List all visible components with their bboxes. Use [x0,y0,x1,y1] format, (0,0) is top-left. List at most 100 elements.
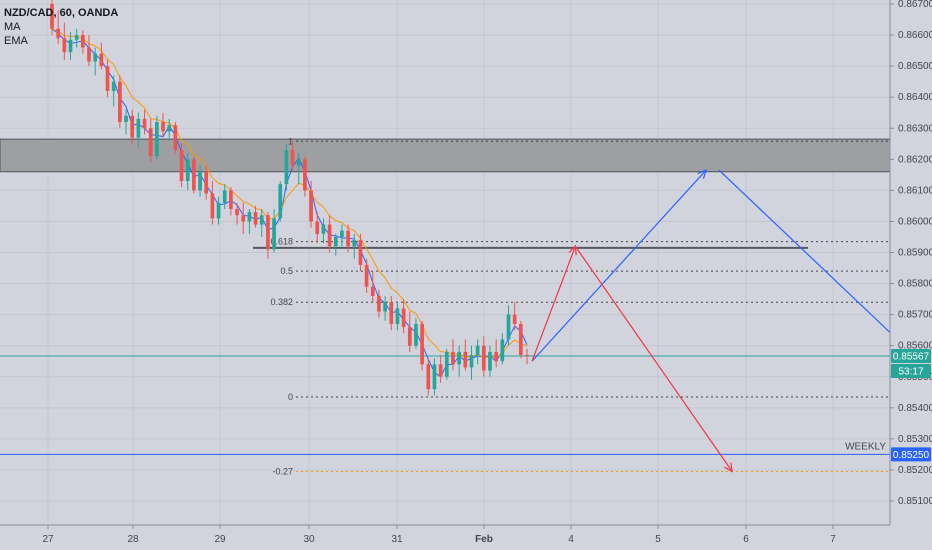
time-tick-label: 27 [42,534,54,545]
candle-body [438,364,443,377]
candle-body [68,39,73,53]
candle-body [192,159,196,191]
candle [50,0,54,36]
fibonacci-retracement[interactable]: 1 0.618 0.5 0.382 0 -0.27 [270,136,890,476]
candle-body [173,125,178,150]
candle [370,271,375,303]
candle-body [488,351,492,371]
candle-body [475,345,480,356]
candle [80,30,85,54]
candle [74,28,79,48]
candle-body [111,81,116,91]
candle-body [370,286,375,296]
candle-body [432,364,437,390]
candle-body [346,230,350,247]
candle-body [266,215,270,250]
candle [87,35,91,67]
price-label-bg [891,363,931,378]
candle-body [87,47,91,62]
candle [358,233,363,272]
indicator-ema[interactable]: EMA [4,35,28,47]
candle-body [377,295,381,312]
candle-body [358,240,363,265]
time-tick-label: 6 [743,534,749,545]
candle-body [278,184,283,219]
time-tick-label: 4 [568,534,574,545]
candle-body [296,159,301,166]
candle [93,47,98,76]
candle [204,165,209,200]
candle-body [161,122,165,132]
arrow-head [697,169,707,179]
candle [463,339,468,371]
candle-body [395,308,400,324]
candle-body [407,327,412,346]
candle [185,153,190,191]
price-label-bg [891,348,931,363]
forecast-paths[interactable] [531,169,895,473]
price-label-text: 0.85567 [893,351,930,362]
candle [303,156,307,197]
indicator-ma[interactable]: MA [4,21,21,33]
candle-body [463,351,468,368]
candle [198,165,202,197]
candle [99,42,104,70]
candle [210,181,215,225]
candle-body [389,302,394,324]
fib-level-label: 0.618 [270,237,293,247]
candle-body [506,314,511,340]
candle-body [253,212,258,225]
price-tick-label: 0.85900 [898,248,932,259]
candle [259,209,264,237]
price-axis-label: 53:17 [891,363,931,378]
candle-body [105,66,110,91]
candle [327,215,332,253]
price-tick-label: 0.85400 [898,403,932,414]
time-axis[interactable]: 27 28 29 30 31 Feb 4 5 6 7 [0,524,932,550]
symbol-title[interactable]: NZD/CAD, 60, OANDA [4,7,119,19]
candle [272,209,276,253]
candle-body [185,159,190,182]
candle [389,295,394,331]
candle [148,118,153,163]
candle-body [204,171,209,194]
candle-body [364,264,369,287]
candle [364,258,369,293]
blue-forecast-down [718,169,895,337]
price-axis-label: 0.85567 [891,348,931,363]
candle [241,202,246,234]
time-tick-label: 29 [214,534,226,545]
candle [309,181,313,228]
plot-area[interactable] [0,0,890,525]
candle-body [352,240,357,247]
candle [124,109,128,135]
candle [179,143,184,188]
price-axis-labels: 0.85567 53:17 0.85250 [891,348,931,462]
time-tick-label: 30 [303,534,315,545]
candle [321,218,326,244]
candle-body [420,323,424,365]
candle [475,339,480,365]
candle-body [241,215,246,222]
candles-layer [50,0,529,396]
candle [525,348,529,365]
candle-body [148,128,153,157]
candle [432,358,437,396]
candle [506,305,511,346]
candle-body [50,4,54,29]
candle-body [179,149,184,182]
price-axis[interactable]: 0.86700 0.86600 0.86500 0.86400 0.86300 0.862… [889,0,932,550]
candle-body [494,351,499,362]
candle-body [167,125,172,132]
candle [284,143,289,191]
candle-body [272,218,276,250]
candle [377,289,381,318]
candle-body [327,224,332,247]
candle-body [444,351,449,377]
candle-body [198,171,202,191]
candle-body [155,122,159,157]
candle [253,205,258,228]
candle-body [321,224,326,234]
candle [56,10,61,45]
